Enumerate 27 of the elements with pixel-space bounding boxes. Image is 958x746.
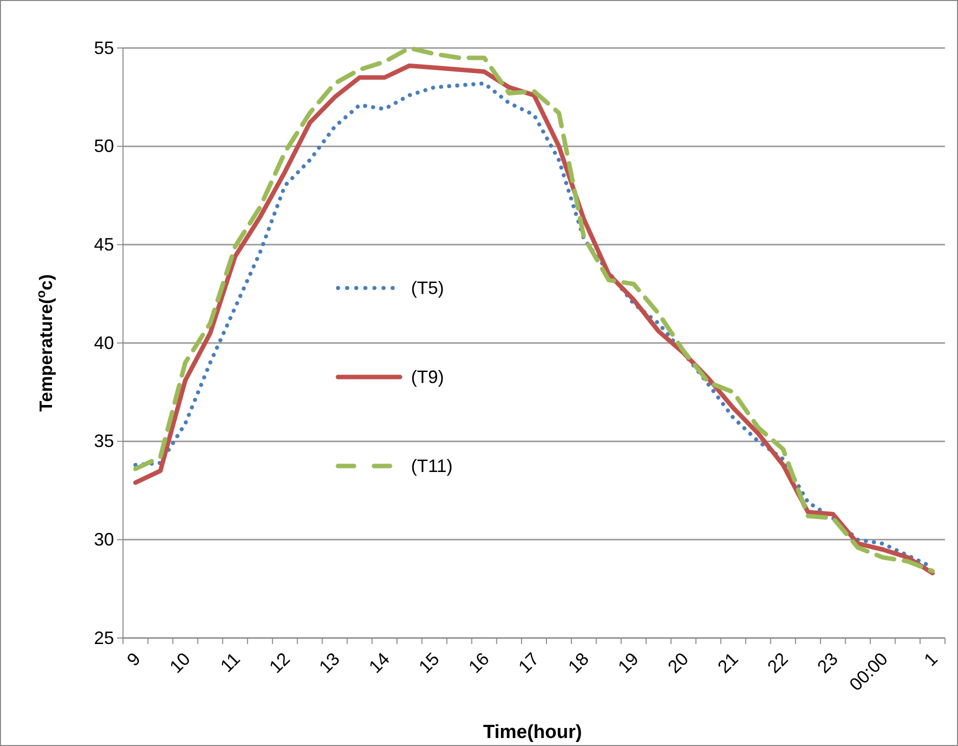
x-tick-label: 16 bbox=[464, 648, 494, 677]
x-tick-label: 21 bbox=[714, 648, 742, 677]
x-tick-label: 14 bbox=[365, 648, 394, 677]
x-tick-label: 15 bbox=[414, 648, 444, 677]
y-tick-label: 30 bbox=[94, 529, 114, 550]
y-tick-label: 35 bbox=[94, 431, 114, 452]
x-tick-label: 17 bbox=[514, 648, 543, 677]
x-tick-label: 12 bbox=[265, 648, 294, 677]
x-tick-label: 22 bbox=[764, 648, 792, 677]
legend-label: (T9) bbox=[411, 367, 444, 387]
x-tick-label: 23 bbox=[813, 648, 842, 677]
x-tick-label: 18 bbox=[564, 648, 593, 677]
y-tick-label: 25 bbox=[94, 628, 114, 648]
x-tick-label: 11 bbox=[216, 648, 244, 676]
x-tick-label: 9 bbox=[123, 648, 144, 670]
y-tick-label: 45 bbox=[94, 234, 114, 254]
x-tick-label: 10 bbox=[166, 648, 194, 677]
x-axis-title: Time(hour) bbox=[483, 722, 582, 743]
x-tick-label: 1 bbox=[920, 648, 942, 670]
y-tick-label: 55 bbox=[94, 38, 114, 58]
legend-label: (T11) bbox=[411, 456, 453, 476]
x-tick-label: 20 bbox=[664, 648, 692, 677]
legend-label: (T5) bbox=[411, 278, 444, 298]
y-tick-label: 40 bbox=[94, 332, 114, 353]
x-tick-label: 13 bbox=[315, 648, 344, 677]
x-tick-label: 19 bbox=[614, 648, 642, 677]
y-tick-label: 50 bbox=[94, 136, 114, 156]
